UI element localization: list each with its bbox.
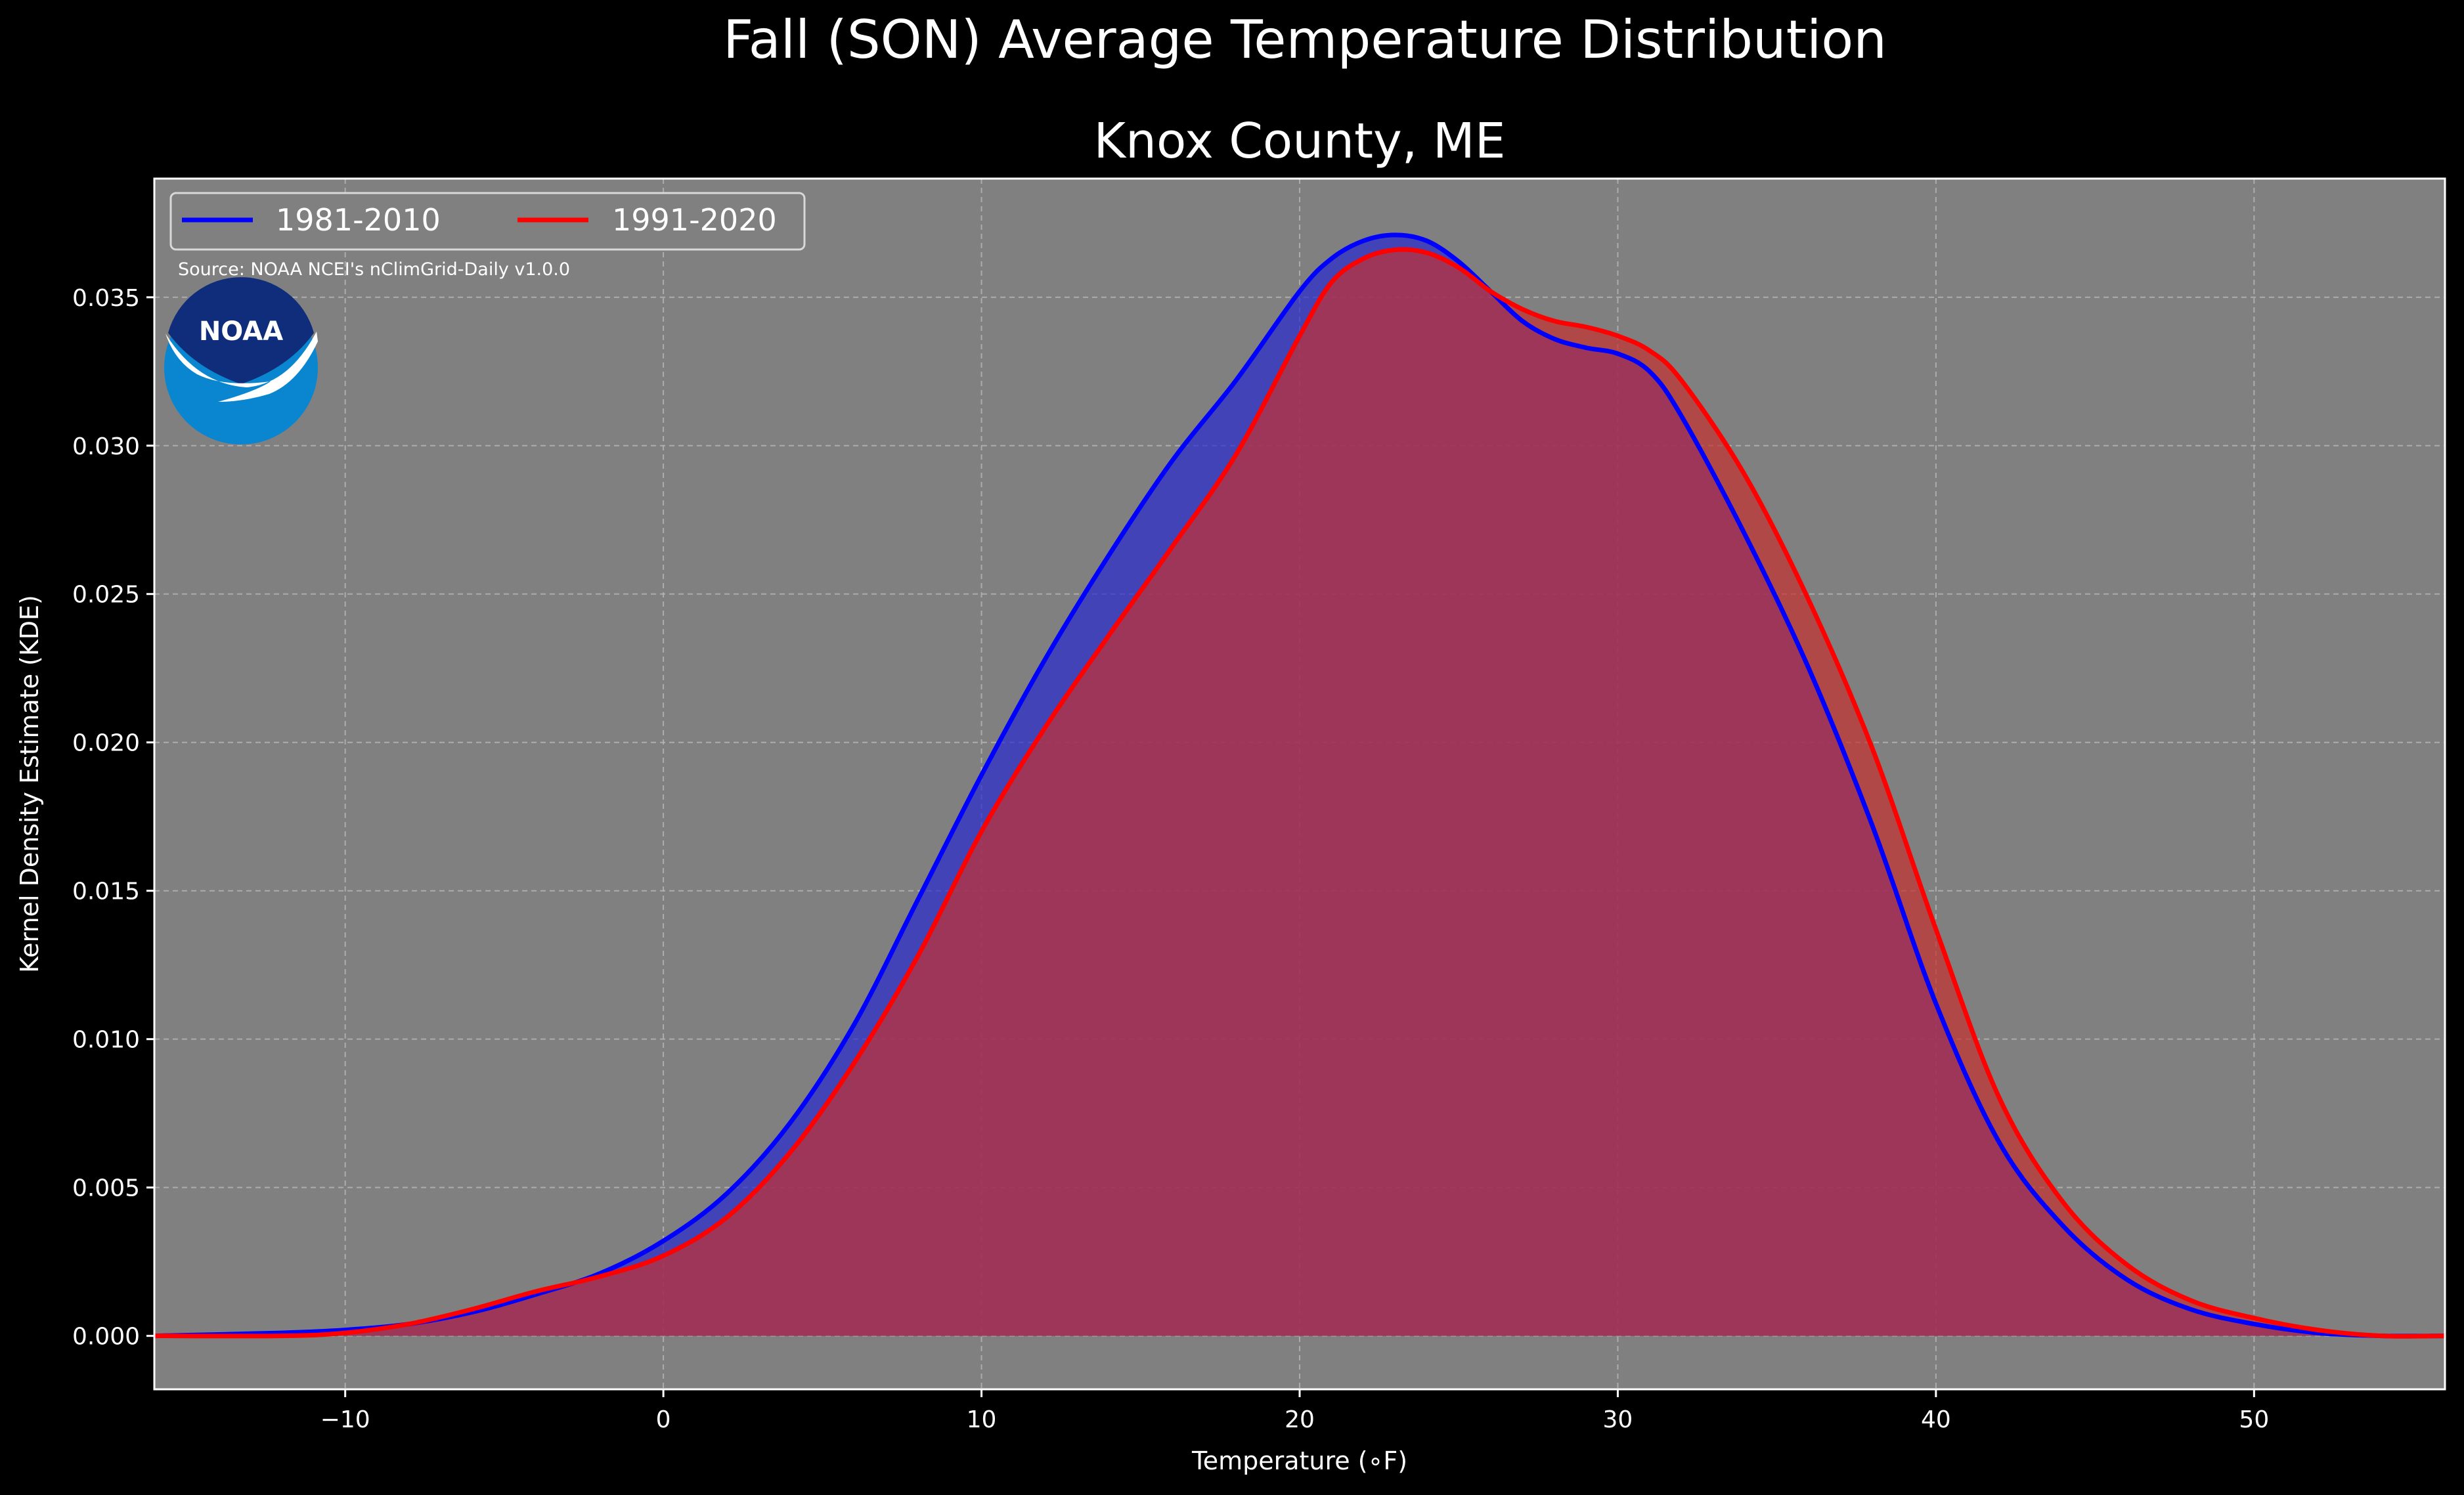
- y-tick-label: 0.035: [72, 285, 140, 312]
- series-fills: [154, 234, 2445, 1337]
- noaa-logo-text: NOAA: [199, 316, 283, 347]
- series-lines: [154, 232, 2445, 1339]
- chart-suptitle: Fall (SON) Average Temperature Distribut…: [723, 9, 1887, 70]
- x-tick-label: 0: [656, 1406, 671, 1433]
- y-axis-label: Kernel Density Estimate (KDE): [15, 595, 44, 973]
- legend-label-1991-2020: 1991-2020: [612, 202, 777, 238]
- y-tick-label: 0.000: [72, 1324, 140, 1351]
- x-tick-label: −10: [320, 1406, 370, 1433]
- y-tick-label: 0.020: [72, 730, 140, 757]
- legend-label-1981-2010: 1981-2010: [276, 202, 441, 238]
- x-tick-label: 40: [1921, 1406, 1951, 1433]
- x-tick-label: 50: [2239, 1406, 2269, 1433]
- y-tick-label: 0.015: [72, 878, 140, 905]
- y-tick-label: 0.030: [72, 433, 140, 460]
- x-tick-label: 20: [1285, 1406, 1315, 1433]
- x-axis-label: Temperature (∘F): [1191, 1446, 1407, 1475]
- x-axis-ticks: −10 0 10 20 30 40 50: [320, 1389, 2269, 1433]
- series-line-1981-2010: [154, 232, 2445, 1339]
- noaa-logo: NOAA: [164, 277, 318, 444]
- source-note: Source: NOAA NCEI's nClimGrid-Daily v1.0…: [178, 259, 570, 280]
- legend: 1981-2010 1991-2020: [169, 192, 806, 251]
- legend-box: [169, 192, 806, 251]
- x-tick-label: 10: [967, 1406, 997, 1433]
- x-tick-label: 30: [1603, 1406, 1633, 1433]
- y-tick-label: 0.025: [72, 582, 140, 609]
- series-fill-1991-2020: [154, 249, 2445, 1337]
- y-axis-ticks: 0.000 0.005 0.010 0.015 0.020 0.025 0.030 0.035: [72, 285, 154, 1351]
- series-line-1991-2020: [154, 247, 2445, 1339]
- y-tick-label: 0.005: [72, 1175, 140, 1202]
- chart-title: Knox County, ME: [1094, 113, 1506, 169]
- grid: [154, 179, 2445, 1389]
- y-tick-label: 0.010: [72, 1027, 140, 1054]
